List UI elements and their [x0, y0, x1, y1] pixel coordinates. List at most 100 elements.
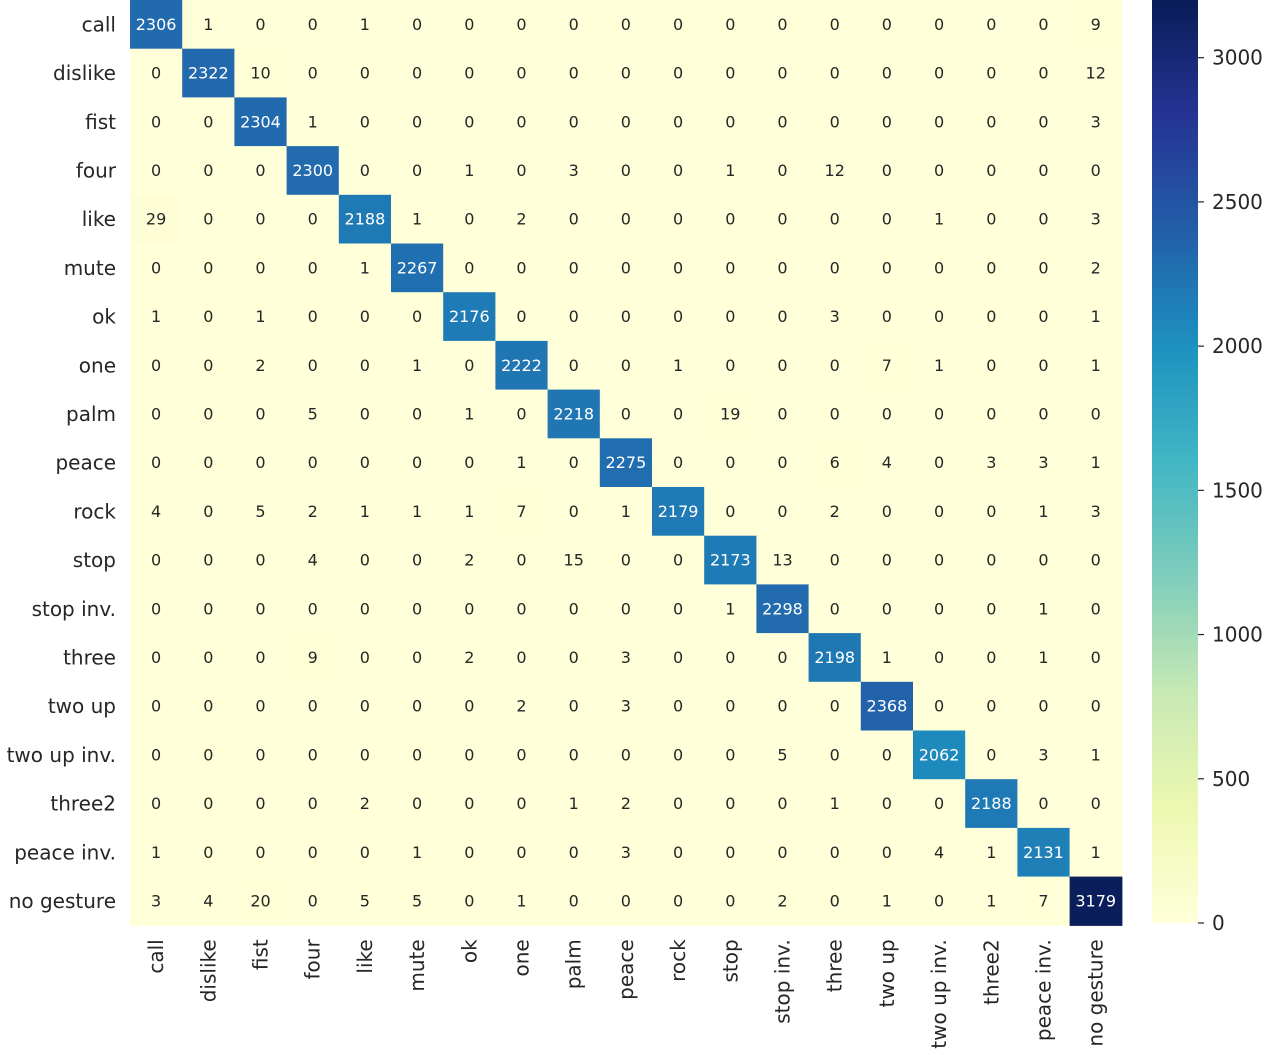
cell-value: 0 — [882, 502, 892, 521]
cell-value: 0 — [151, 648, 161, 667]
heatmap-cell — [704, 438, 757, 488]
heatmap-cell — [913, 876, 966, 926]
cell-value: 0 — [412, 15, 422, 34]
heatmap-cell — [599, 243, 653, 293]
cell-value: 0 — [464, 15, 474, 34]
cell-value: 0 — [360, 599, 370, 618]
cell-value: 0 — [725, 648, 735, 667]
cell-value: 29 — [146, 210, 166, 229]
cell-value: 1 — [1091, 307, 1101, 326]
cell-value: 12 — [1086, 64, 1106, 83]
cell-value: 2173 — [710, 551, 751, 570]
heatmap-cell — [756, 97, 810, 147]
heatmap-cell — [1017, 194, 1071, 245]
cell-value: 0 — [203, 551, 213, 570]
cell-value: 2368 — [867, 697, 908, 716]
cell-value: 3 — [986, 453, 996, 472]
cell-value: 0 — [1038, 210, 1048, 229]
heatmap-cell — [495, 292, 549, 342]
row-label: three — [63, 645, 116, 669]
heatmap-cell — [338, 438, 392, 488]
heatmap-cell — [599, 194, 653, 245]
cell-value: 0 — [725, 210, 735, 229]
heatmap-cell — [704, 730, 757, 780]
heatmap-cell — [652, 827, 705, 878]
heatmap-cell — [808, 389, 862, 439]
cell-value: 1 — [412, 210, 422, 229]
heatmap-cell — [443, 584, 496, 634]
heatmap-cell — [182, 48, 235, 98]
cell-value: 0 — [569, 307, 579, 326]
heatmap-cell — [130, 876, 183, 926]
heatmap-cell — [860, 827, 914, 878]
heatmap-cell — [913, 243, 966, 293]
heatmap-cell — [808, 584, 862, 634]
heatmap-cell — [338, 779, 392, 829]
cell-value: 0 — [725, 891, 735, 910]
cell-value: 3 — [1091, 210, 1101, 229]
heatmap-cell — [286, 292, 340, 342]
cell-value: 1 — [151, 307, 161, 326]
heatmap-cell — [808, 292, 862, 342]
row-label: four — [76, 158, 117, 182]
row-label: stop — [73, 548, 116, 572]
cell-value: 0 — [412, 453, 422, 472]
cell-value: 2 — [360, 794, 370, 813]
cell-value: 0 — [360, 453, 370, 472]
cell-value: 1 — [516, 891, 526, 910]
cell-value: 3 — [621, 648, 631, 667]
heatmap-cell — [443, 292, 496, 342]
cell-value: 1 — [255, 307, 265, 326]
heatmap-cell — [338, 633, 392, 683]
cell-value: 0 — [621, 307, 631, 326]
cell-value: 1 — [308, 112, 318, 131]
cell-value: 0 — [673, 453, 683, 472]
cell-value: 2188 — [971, 794, 1012, 813]
cell-value: 0 — [203, 697, 213, 716]
heatmap-cell — [443, 779, 496, 829]
heatmap-cell — [913, 487, 966, 537]
cell-value: 0 — [986, 502, 996, 521]
heatmap-cell — [234, 827, 288, 878]
heatmap-cell — [704, 389, 757, 439]
heatmap-cell — [338, 97, 392, 147]
heatmap-cell — [913, 535, 966, 585]
cell-value: 0 — [934, 64, 944, 83]
heatmap-cell — [443, 48, 496, 98]
heatmap-cell — [1069, 535, 1123, 585]
heatmap-cell — [182, 827, 235, 878]
colorbar-tick-label: 500 — [1212, 767, 1250, 791]
heatmap-cell — [1017, 146, 1071, 196]
row-labels: call dislike fist four like mute ok one palm peac… — [7, 12, 117, 913]
heatmap-cell — [286, 243, 340, 293]
cell-value: 0 — [255, 697, 265, 716]
row-label: dislike — [53, 61, 116, 85]
heatmap-cell — [860, 146, 914, 196]
heatmap-cell — [965, 876, 1018, 926]
cell-value: 0 — [360, 404, 370, 423]
heatmap-cell — [495, 876, 549, 926]
cell-value: 0 — [255, 599, 265, 618]
cell-value: 0 — [569, 843, 579, 862]
heatmap-cell — [286, 827, 340, 878]
heatmap-cell — [756, 633, 810, 683]
heatmap-cell — [704, 194, 757, 245]
row-label: two up — [48, 694, 116, 718]
heatmap-cell — [391, 487, 444, 537]
heatmap-cell — [234, 584, 288, 634]
cell-value: 0 — [830, 258, 840, 277]
cell-value: 19 — [720, 404, 740, 423]
cell-value: 0 — [464, 599, 474, 618]
heatmap-cell — [965, 438, 1018, 488]
cell-value: 2 — [1091, 258, 1101, 277]
cell-value: 0 — [255, 794, 265, 813]
cell-value: 4 — [934, 843, 944, 862]
heatmap-cell — [1069, 340, 1123, 391]
heatmap-cell — [860, 487, 914, 537]
cell-value: 0 — [203, 843, 213, 862]
heatmap-cell — [391, 438, 444, 488]
cell-value: 0 — [203, 356, 213, 375]
heatmap-cell — [1017, 487, 1071, 537]
cell-value: 1 — [360, 502, 370, 521]
heatmap-cell — [860, 340, 914, 391]
